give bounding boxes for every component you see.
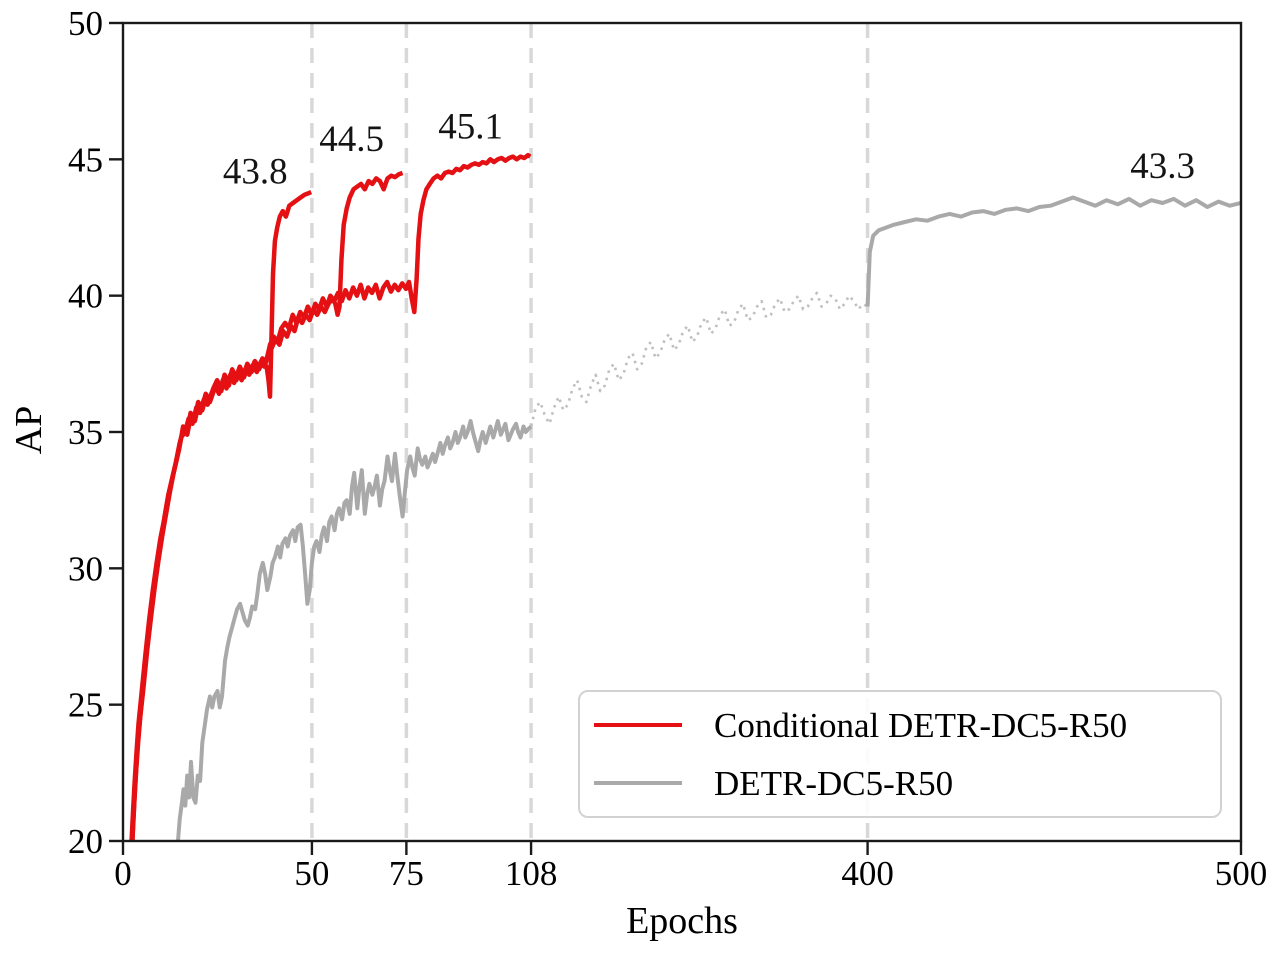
x-axis-label: Epochs: [626, 900, 738, 942]
x-tick-label-75: 75: [389, 854, 424, 893]
legend-item-detr: DETR-DC5-R50: [580, 754, 1220, 812]
series-line-detr-dc5-r50-solid-400-500: [865, 195, 1241, 307]
legend-box: Conditional DETR-DC5-R50 DETR-DC5-R50: [578, 690, 1222, 818]
x-tick-label-50: 50: [294, 854, 329, 893]
annotation-43.8: 43.8: [223, 152, 288, 193]
tick-marks: [109, 21, 1243, 855]
tick-labels: 0 50 75 108 400 500 20 25 30 35 40 45 50: [68, 4, 1267, 893]
y-tick-label-25: 25: [68, 686, 103, 725]
x-tick-label-400: 400: [841, 854, 894, 893]
series-lines: [129, 152, 1241, 841]
legend-label: Conditional DETR-DC5-R50: [714, 705, 1128, 745]
x-tick-label-108: 108: [505, 854, 558, 893]
y-axis-label: AP: [8, 405, 50, 455]
x-tick-label-0: 0: [114, 854, 132, 893]
legend-label: DETR-DC5-R50: [714, 763, 954, 803]
legend-item-conditional-detr: Conditional DETR-DC5-R50: [580, 696, 1220, 754]
y-tick-label-50: 50: [68, 4, 103, 43]
legend-line-sample-red: [594, 723, 682, 727]
y-tick-label-30: 30: [68, 549, 103, 588]
y-tick-label-40: 40: [68, 277, 103, 316]
series-line-detr-dc5-r50-dotted-108-400: [529, 291, 869, 427]
y-tick-label-35: 35: [68, 413, 103, 452]
annotation-45.1: 45.1: [438, 107, 503, 148]
annotations: 43.8 44.5 45.1 43.3: [223, 107, 1195, 193]
y-tick-label-20: 20: [68, 822, 103, 861]
annotation-44.5: 44.5: [319, 119, 384, 160]
series-line-conditional-detr-dc5-r50-75ep: [130, 170, 404, 841]
y-tick-label-45: 45: [68, 140, 103, 179]
annotation-43.3: 43.3: [1130, 146, 1195, 187]
x-tick-label-500: 500: [1215, 854, 1268, 893]
series-line-conditional-detr-dc5-r50-108ep: [129, 152, 532, 841]
series-line-detr-dc5-r50-solid-0-108: [175, 419, 533, 841]
legend-line-sample-gray: [594, 781, 682, 785]
